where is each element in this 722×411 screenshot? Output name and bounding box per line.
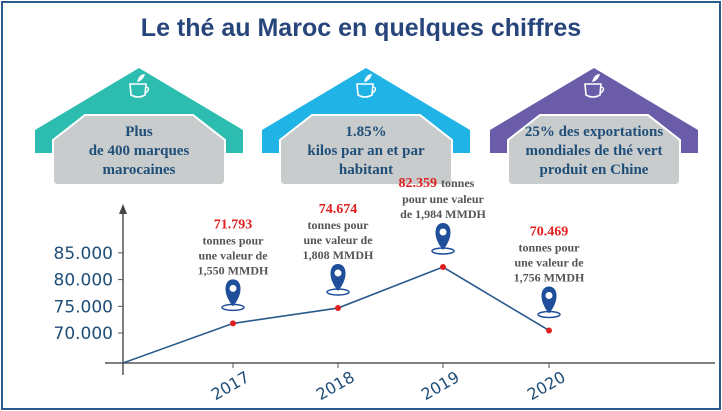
map-pin-icon	[537, 286, 561, 319]
y-tick-label: 85.000	[54, 244, 113, 264]
stat-card	[490, 68, 698, 186]
card-text-line: habitant	[338, 162, 394, 178]
card-text-line: kilos par an et par	[307, 143, 425, 159]
annotation-value: 82.359	[399, 176, 438, 191]
data-point	[546, 327, 552, 334]
card-text-line: 25% des exportations	[524, 124, 664, 140]
card-panel	[279, 114, 453, 186]
x-tick-label: 2019	[418, 367, 463, 404]
y-tick-label: 75.000	[54, 297, 113, 317]
tea-cup-icon	[584, 74, 605, 98]
card-text-line: de 400 marques	[88, 143, 190, 159]
map-pin-icon	[431, 223, 455, 255]
annotation-line: tonnes pour	[202, 233, 264, 247]
card-panel	[52, 114, 226, 186]
cards	[35, 68, 698, 186]
pin-hole	[229, 284, 237, 292]
tea-cup-icon	[129, 74, 150, 98]
annotation-line: 1,808 MMDH	[303, 248, 374, 262]
x-tick-label: 2017	[208, 367, 253, 404]
cup-shape	[584, 83, 602, 98]
map-pin-icon	[221, 279, 245, 312]
card-text-line: Plus	[125, 124, 153, 140]
map-pin-icon	[326, 264, 350, 296]
y-tick-label: 70.000	[54, 324, 113, 344]
annotation-line: tonnes pour	[518, 240, 580, 254]
x-tick-label: 2020	[524, 367, 569, 404]
leaf-shape	[137, 74, 145, 82]
card-text: 25% des exportations mondiales de thé ver…	[509, 123, 679, 180]
cup-shape	[129, 83, 147, 98]
cup-shape	[356, 83, 374, 98]
data-point	[230, 320, 236, 327]
annotation-suffix: tonnes	[441, 176, 475, 190]
pin-body	[541, 286, 557, 314]
data-point	[440, 264, 446, 271]
annotation-value: 70.469	[530, 224, 569, 239]
pin-hole	[545, 291, 553, 299]
pin-hole	[334, 269, 342, 277]
x-tick-label: 2018	[313, 367, 358, 404]
data-point	[335, 305, 341, 312]
card-panel	[507, 114, 681, 186]
y-axis-arrow	[119, 204, 127, 214]
pin-body	[330, 264, 346, 292]
leaf-shape	[364, 74, 372, 82]
stat-card	[35, 68, 243, 186]
annotation-line: une valeur de	[198, 248, 268, 262]
stat-card	[262, 68, 470, 186]
y-tick-label: 80.000	[54, 271, 113, 291]
pin-body	[225, 279, 241, 307]
card-text-line: marocaines	[102, 162, 176, 178]
annotation-line: 1,550 MMDH	[198, 263, 269, 277]
annotation-line: une valeur de	[514, 255, 584, 269]
pin-hole	[439, 228, 447, 236]
card-text-line: 1.85%	[345, 124, 387, 140]
card-text: Plus de 400 marques marocaines	[54, 123, 224, 180]
cup-handle	[600, 86, 605, 94]
cup-handle	[372, 86, 377, 94]
card-text-line: produit en Chine	[539, 162, 649, 178]
tea-cup-icon	[356, 74, 377, 98]
annotation-line: 1,756 MMDH	[514, 270, 585, 284]
card-text-line: mondiales de thé vert	[525, 143, 663, 159]
annotation-line: de 1,984 MMDH	[400, 207, 486, 221]
pin-body	[435, 223, 451, 251]
annotation-value: 71.793	[214, 217, 253, 232]
card-text: 1.85% kilos par an et par habitant	[281, 123, 451, 180]
annotation-line: une valeur de	[303, 233, 373, 247]
annotation-line: tonnes pour	[307, 218, 369, 232]
cup-handle	[145, 86, 150, 94]
leaf-shape	[592, 74, 600, 82]
annotation-value: 74.674	[319, 202, 358, 217]
page-title: Le thé au Maroc en quelques chiffres	[140, 14, 582, 42]
annotation-line: pour une valeur	[402, 192, 484, 206]
